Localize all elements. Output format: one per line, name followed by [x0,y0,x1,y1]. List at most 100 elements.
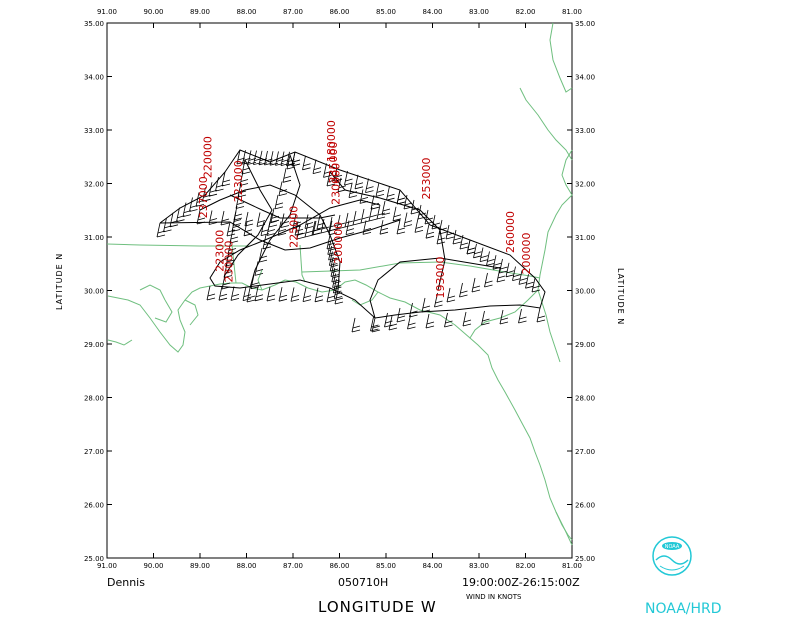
wind-barb [348,183,358,198]
wind-barb [254,286,264,302]
lat-tick-label-right: 29.00 [575,341,595,349]
lat-tick-label-left: 30.00 [84,288,104,296]
lat-tick-label-left: 35.00 [84,20,104,28]
wind-barb [328,216,338,232]
time-label: 230000 [330,163,343,205]
wind-barb [277,221,287,236]
wind-barb [371,317,381,333]
lon-tick-label-top: 86.00 [329,8,349,16]
wind-barb [499,258,508,274]
wind-barb [323,163,332,178]
time-label: 200000 [520,232,533,274]
wind-barb [351,317,361,333]
lon-tick-label-top: 91.00 [97,8,117,16]
wind-barb [304,222,314,238]
lon-tick-label-bottom: 82.00 [515,562,535,570]
wind-barb [379,220,389,235]
wind-barb [360,208,370,224]
wind-barb [227,240,237,255]
lon-tick-label-bottom: 83.00 [469,562,489,570]
wind-barb [436,229,446,245]
lon-tick-label-bottom: 87.00 [283,562,303,570]
lat-tick-label-right: 26.00 [575,502,595,510]
wind-barb [446,287,456,303]
wind-barb [424,209,434,225]
wind-barb [282,168,292,183]
lat-tick-label-left: 32.00 [84,181,104,189]
wind-barb [316,214,326,230]
x-axis-title: LONGITUDE W [318,598,437,616]
time-label: 230000 [223,240,236,282]
wind-barb [512,266,521,281]
storm-name: Dennis [107,576,145,589]
wind-barb [230,286,240,301]
wind-barb [337,177,347,193]
wind-barb [290,287,300,302]
wind-barb [444,312,453,328]
agency-label: NOAA/HRD [645,601,722,617]
wind-barb [499,309,509,325]
wind-barb [376,204,386,220]
lon-tick-label-bottom: 84.00 [422,562,442,570]
wind-barb [414,218,424,233]
lon-tick-label-top: 89.00 [190,8,210,16]
wind-barb [336,214,346,230]
time-range: 19:00:00Z-26:15:00Z [462,576,580,589]
wind-barb [409,302,418,318]
wind-barb [421,297,431,313]
wind-barb [225,251,235,267]
wind-barb [484,272,493,288]
lon-tick-label-bottom: 89.00 [190,562,210,570]
wind-barb [304,214,314,229]
coastline [106,22,573,546]
wind-barb [434,292,443,308]
wind-barb [223,263,233,278]
lat-tick-label-left: 33.00 [84,127,104,135]
wind-barb [220,210,230,226]
wind-barb [518,270,528,285]
wind-barb [425,224,435,239]
wind-barb [518,308,527,324]
lat-tick-label-right: 25.00 [575,555,595,563]
wind-barb [274,194,284,210]
time-label: 223000 [232,160,245,202]
wind-barb [410,199,420,215]
wind-barb [278,181,288,196]
wind-barb [381,200,391,216]
wind-barb [196,209,206,225]
wind-barb [445,224,455,240]
y-axis-title-left: LATITUDE N [55,253,64,310]
wind-barb [352,210,362,226]
wind-barb [302,155,311,171]
lon-tick-label-bottom: 88.00 [236,562,256,570]
lat-tick-label-left: 28.00 [84,395,104,403]
wind-barb [302,287,312,302]
lon-tick-label-top: 81.00 [562,8,582,16]
logo-text: NOAA [665,544,680,550]
lon-tick-label-top: 85.00 [376,8,396,16]
time-label: 237000 [197,176,210,218]
time-label: 200000 [332,222,345,264]
wind-barb [326,287,336,303]
wind-barb [254,261,264,276]
lon-tick-label-bottom: 91.00 [97,562,117,570]
wind-barb [354,174,364,190]
wind-barb [233,205,243,221]
wind-barb [362,220,372,235]
wind-barb [296,224,306,240]
wind-barb [505,262,515,278]
lon-tick-label-bottom: 81.00 [562,562,582,570]
wind-barb [294,221,304,236]
wind-barb [536,307,546,323]
wind-barb [243,221,253,237]
lon-tick-label-top: 90.00 [143,8,163,16]
time-label: 235000 [327,142,340,184]
wind-barb [266,221,276,236]
lon-tick-label-bottom: 90.00 [143,562,163,570]
wind-barbs [156,149,546,333]
lat-tick-label-left: 25.00 [84,555,104,563]
wind-barb [375,182,385,197]
time-label: 180000 [325,120,338,162]
wind-barb [345,220,355,235]
